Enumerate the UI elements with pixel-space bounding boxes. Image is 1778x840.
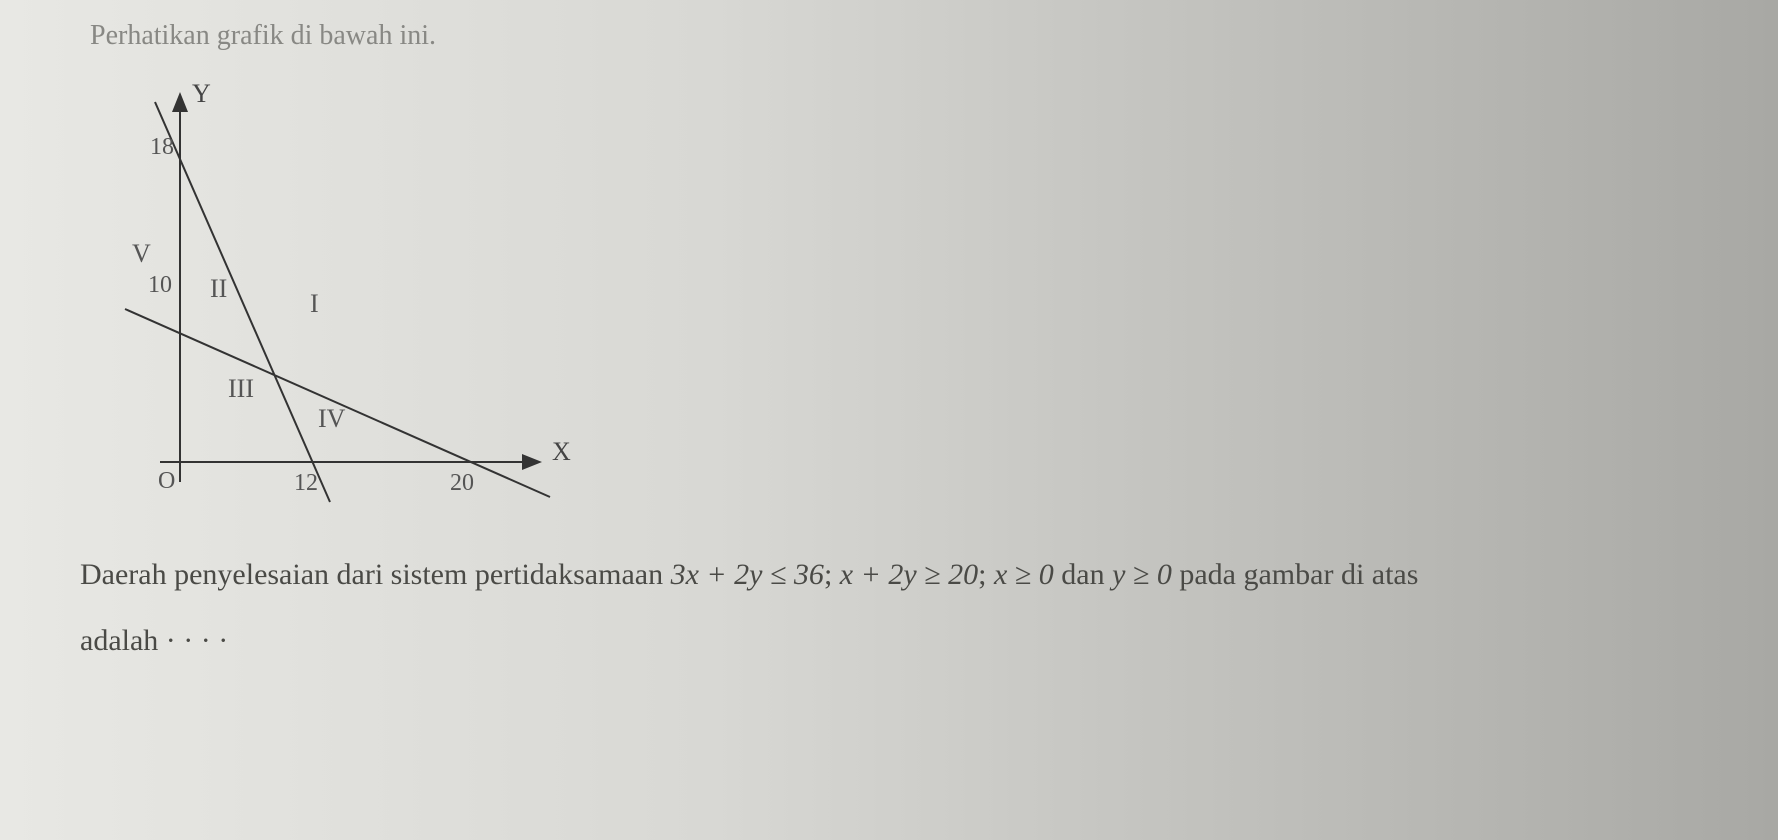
conj: dan xyxy=(1054,558,1112,591)
graph-figure: Y X 18 10 12 20 O V II I III IV xyxy=(110,62,610,512)
sep1: ; xyxy=(824,558,840,591)
ytick-10: 10 xyxy=(148,272,172,298)
region-ii: II xyxy=(210,274,227,303)
instruction-heading: Perhatikan grafik di bawah ini. xyxy=(90,20,1698,52)
question-suffix: pada gambar di atas xyxy=(1172,558,1419,591)
origin-label: O xyxy=(158,468,175,494)
graph-svg: Y X 18 10 12 20 O V II I III IV xyxy=(110,62,610,512)
question-prefix: Daerah penyelesaian dari sistem pertidak… xyxy=(80,558,671,591)
expr-2: x + 2y ≥ 20 xyxy=(840,558,978,591)
region-iv: IV xyxy=(318,404,346,433)
sep2: ; xyxy=(978,558,994,591)
y-axis-label: Y xyxy=(192,79,211,108)
region-v: V xyxy=(132,239,151,268)
line-3x-2y-36 xyxy=(155,102,330,502)
expr-4: y ≥ 0 xyxy=(1112,558,1172,591)
line-x-2y-20 xyxy=(125,309,550,497)
x-axis-label: X xyxy=(552,437,571,466)
region-iii: III xyxy=(228,374,254,403)
y-axis-arrow xyxy=(172,92,188,112)
ytick-18: 18 xyxy=(150,134,174,160)
xtick-20: 20 xyxy=(450,470,474,496)
region-i: I xyxy=(310,289,319,318)
x-axis-arrow xyxy=(522,454,542,470)
question-line2: adalah · · · · xyxy=(80,624,228,657)
xtick-12: 12 xyxy=(294,470,318,496)
expr-1: 3x + 2y ≤ 36 xyxy=(671,558,824,591)
question-text: Daerah penyelesaian dari sistem pertidak… xyxy=(80,542,1698,674)
expr-3: x ≥ 0 xyxy=(994,558,1054,591)
